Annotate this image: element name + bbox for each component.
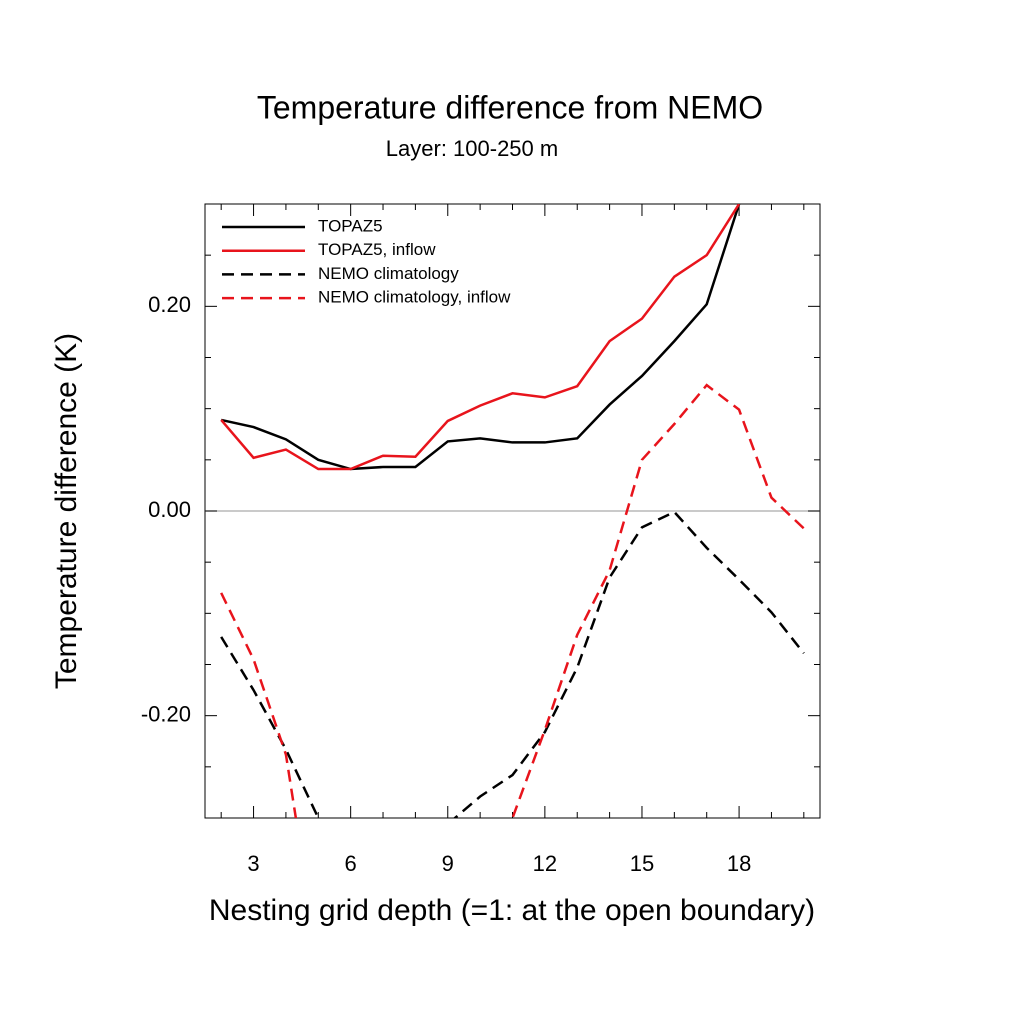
chart-subtitle: Layer: 100-250 m — [386, 136, 558, 161]
legend-label: TOPAZ5 — [318, 216, 383, 235]
series-line — [220, 204, 741, 471]
y-axis-title: Temperature difference (K) — [50, 333, 83, 689]
x-tick-label: 6 — [345, 851, 357, 876]
chart-title: Temperature difference from NEMO — [257, 89, 763, 125]
x-tick-label: 18 — [727, 851, 751, 876]
legend-label: NEMO climatology, inflow — [318, 288, 511, 307]
x-tick-label: 15 — [630, 851, 654, 876]
series-line — [220, 204, 741, 471]
series-line — [220, 510, 805, 818]
x-tick-label: 9 — [442, 851, 454, 876]
x-axis-title: Nesting grid depth (=1: at the open boun… — [209, 894, 815, 927]
series-line — [220, 383, 805, 818]
y-tick-label: -0.20 — [141, 701, 191, 726]
x-tick-label: 12 — [533, 851, 557, 876]
y-tick-label: 0.00 — [148, 497, 191, 522]
y-tick-label: 0.20 — [148, 292, 191, 317]
legend-label: NEMO climatology — [318, 264, 459, 283]
legend-label: TOPAZ5, inflow — [318, 240, 436, 259]
x-tick-label: 3 — [247, 851, 259, 876]
